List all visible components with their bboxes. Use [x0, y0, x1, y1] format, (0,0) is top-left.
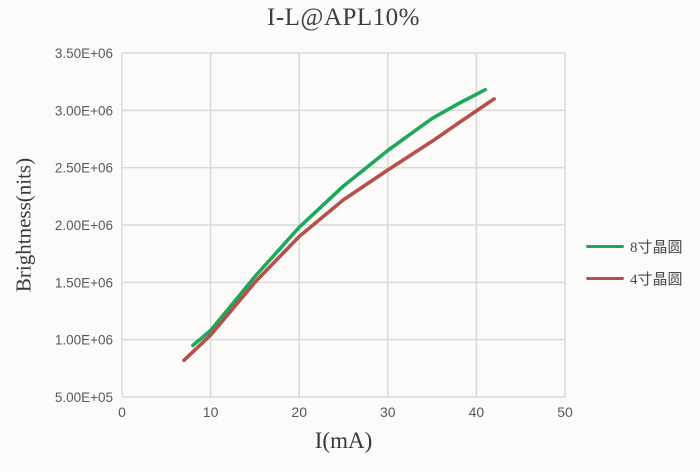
y-tick-label: 3.00E+06: [55, 103, 113, 118]
y-tick-label: 5.00E+05: [55, 390, 113, 405]
legend: 8寸晶圆 4寸晶圆: [586, 236, 683, 289]
y-tick-label: 2.00E+06: [55, 218, 113, 233]
x-tick-label: 50: [557, 404, 573, 420]
x-tick-label: 40: [469, 404, 485, 420]
legend-item-8-inch-wafer: 8寸晶圆: [586, 236, 683, 257]
series-line-8-inch-wafer: [191, 87, 488, 348]
legend-swatch-8-inch-wafer: [586, 245, 624, 248]
legend-swatch-4-inch-wafer: [586, 277, 624, 280]
legend-item-4-inch-wafer: 4寸晶圆: [586, 268, 683, 289]
y-tick-label: 1.50E+06: [55, 275, 113, 290]
x-tick-label: 30: [380, 404, 396, 420]
y-tick-label: 1.00E+06: [55, 333, 113, 348]
legend-label-4-inch-wafer: 4寸晶圆: [630, 272, 683, 288]
x-tick-label: 20: [291, 404, 307, 420]
x-tick-label: 10: [203, 404, 219, 420]
y-tick-label: 3.50E+06: [55, 46, 113, 61]
y-tick-label: 2.50E+06: [55, 161, 113, 176]
series-line-4-inch-wafer: [182, 97, 496, 363]
x-tick-label: 0: [118, 404, 126, 420]
chart-title: I-L@APL10%: [267, 4, 420, 31]
legend-label-8-inch-wafer: 8寸晶圆: [630, 240, 683, 256]
x-axis-title: I(mA): [314, 428, 373, 453]
